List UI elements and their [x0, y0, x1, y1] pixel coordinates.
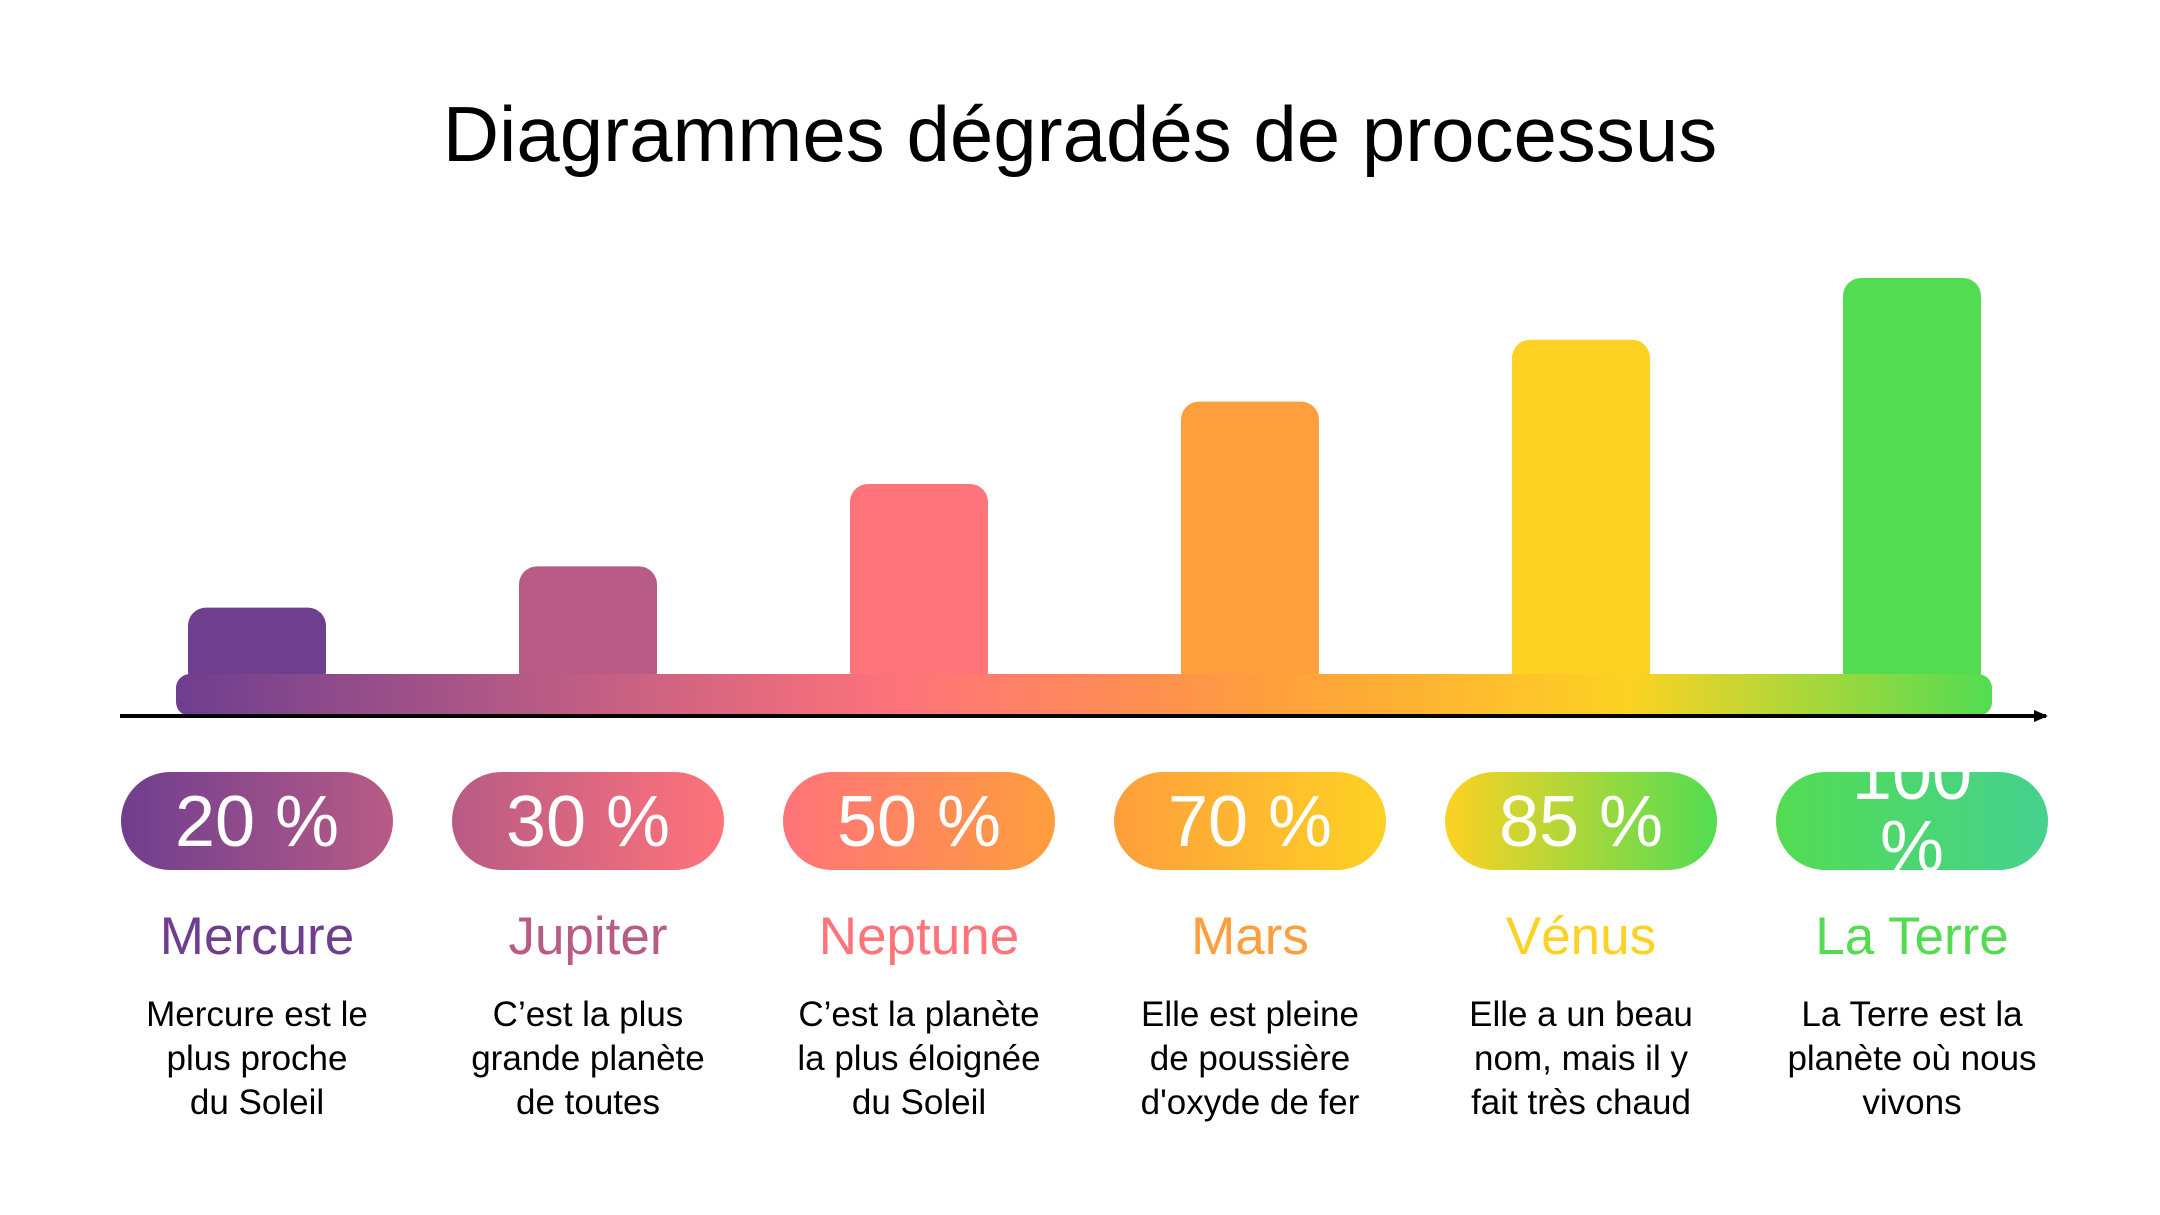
planet-name-venus: Vénus [1505, 907, 1657, 966]
bar-mars [1181, 401, 1319, 690]
planet-description-la-terre: La Terre est la planète où nous vivons [1787, 995, 2037, 1122]
planet-info-la-terre: La Terre La Terre est la planète où nous … [1762, 910, 2062, 1125]
bar-jupiter [519, 566, 657, 690]
planet-name-la-terre: La Terre [1815, 907, 2009, 966]
bar-mercure [188, 607, 326, 690]
planet-name-jupiter: Jupiter [508, 907, 668, 966]
planet-info-mars: Mars Elle est pleine de poussière d'oxyde… [1100, 910, 1400, 1125]
value-pill-mercure [121, 772, 393, 870]
value-label-neptune: 50 % [837, 782, 1001, 862]
bar-group [188, 278, 1981, 690]
gradient-base-band [176, 674, 1992, 716]
bar-venus [1512, 339, 1650, 690]
value-label-la-terre: 100% [1852, 735, 1972, 887]
value-label-jupiter: 30 % [506, 782, 670, 862]
planet-info-jupiter: Jupiter C’est la plus grande planète de t… [438, 910, 738, 1125]
value-pill-group: 20 % 30 % 50 % 70 % 85 % 100% [121, 735, 2048, 887]
planet-description-mars: Elle est pleine de poussière d'oxyde de … [1140, 995, 1360, 1122]
planet-info-neptune: Neptune C’est la planète la plus éloignée… [769, 910, 1069, 1125]
planet-description-neptune: C’est la planète la plus éloignée du Sol… [797, 995, 1041, 1122]
planet-description-venus: Elle a un beau nom, mais il y fait très … [1469, 995, 1693, 1122]
planet-info-mercure: Mercure Mercure est le plus proche du Sol… [107, 910, 407, 1125]
planet-name-mars: Mars [1191, 907, 1309, 966]
value-pill-la-terre [1776, 772, 2048, 870]
planet-description-mercure: Mercure est le plus proche du Soleil [146, 995, 368, 1122]
planet-name-mercure: Mercure [159, 907, 355, 966]
value-label-mercure: 20 % [175, 782, 339, 862]
planet-description-jupiter: C’est la plus grande planète de toutes [471, 995, 705, 1122]
bar-la-terre [1843, 278, 1981, 690]
value-pill-neptune [783, 772, 1055, 870]
value-label-mars: 70 % [1168, 782, 1332, 862]
value-pill-venus [1445, 772, 1717, 870]
bar-neptune [850, 484, 988, 690]
value-label-venus: 85 % [1499, 782, 1663, 862]
planet-name-neptune: Neptune [818, 907, 1020, 966]
planet-info-venus: Vénus Elle a un beau nom, mais il y fait … [1431, 910, 1731, 1125]
chart-title: Diagrammes dégradés de processus [442, 90, 1718, 178]
value-pill-mars [1114, 772, 1386, 870]
value-pill-jupiter [452, 772, 724, 870]
